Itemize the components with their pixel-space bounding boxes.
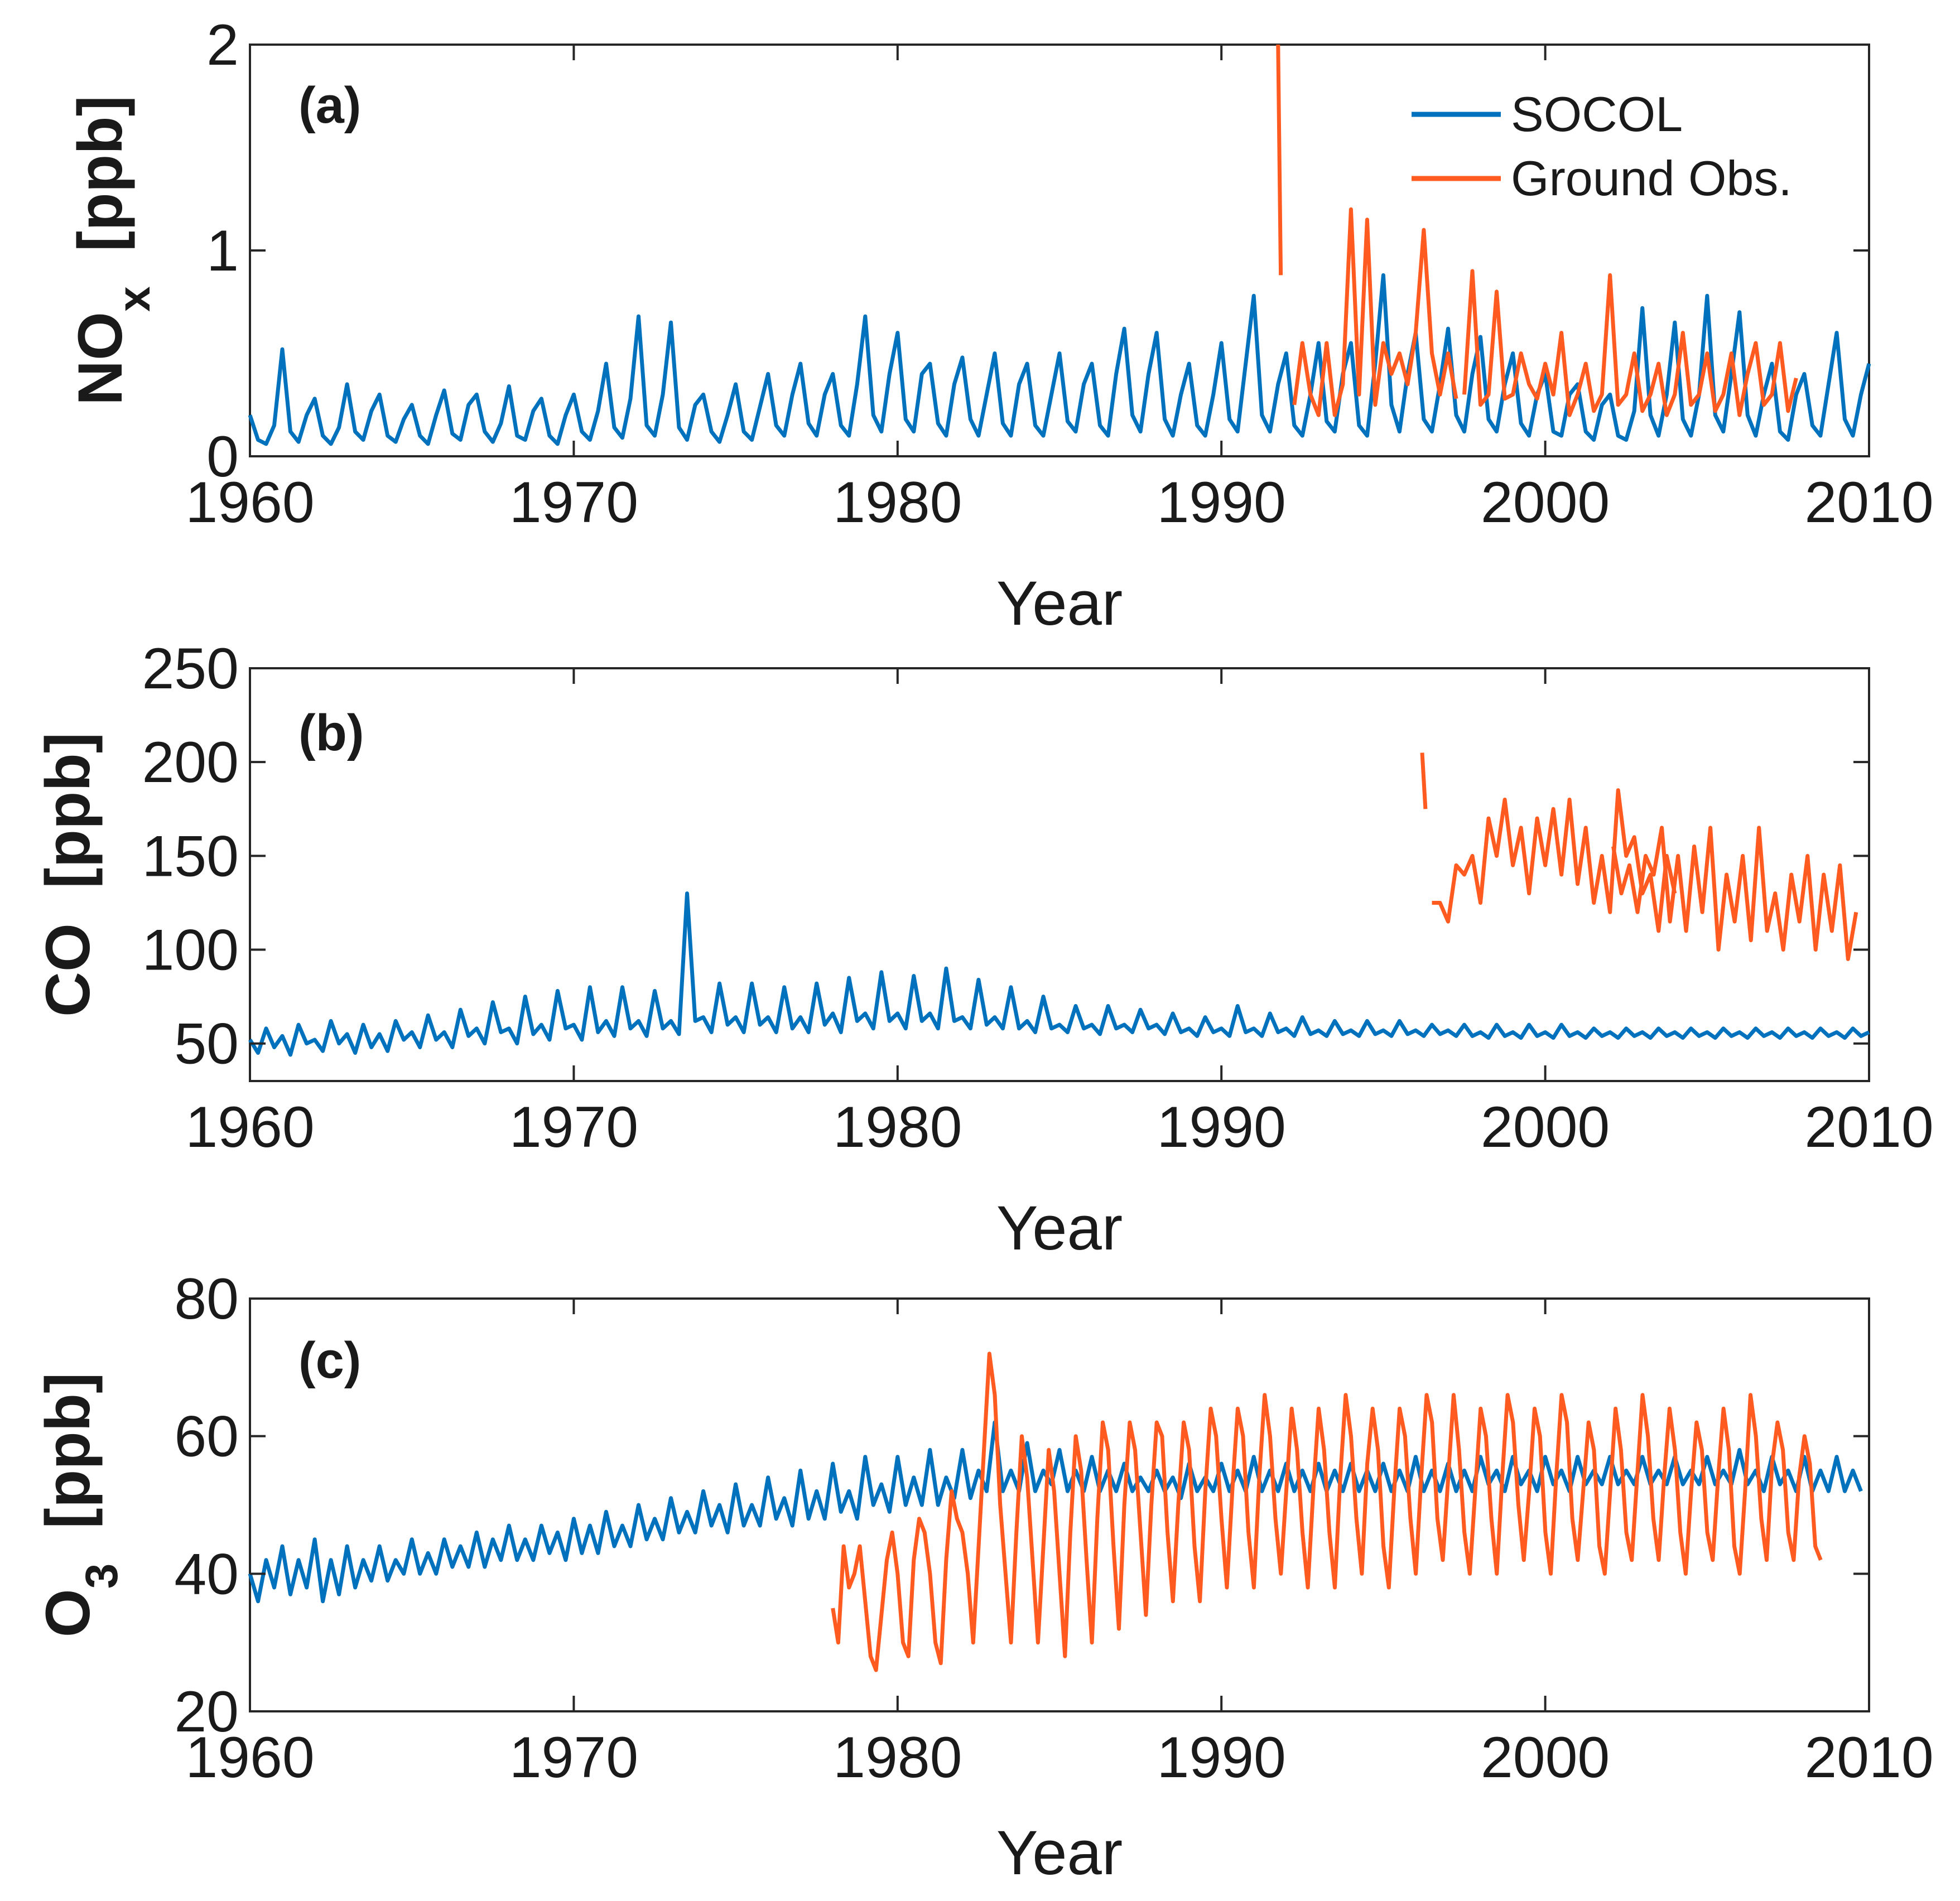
y-tick-label-50: 50 — [174, 1012, 239, 1077]
panel-c-yticks: 20 40 60 80 — [174, 1267, 1869, 1744]
panel-a-plot-area — [248, 44, 1871, 446]
x-tick-label-1960: 1960 — [185, 1095, 314, 1160]
panel-b-ylabel: CO [ppb] — [33, 732, 103, 1017]
legend-obs-label: Ground Obs. — [1511, 151, 1792, 206]
panel-c-xlabel: Year — [996, 1818, 1123, 1888]
y-tick-label-250: 250 — [142, 636, 239, 701]
y-tick-label-60: 60 — [174, 1405, 239, 1469]
panel-a-xticks: 1960 1970 1980 1990 2000 2010 — [185, 45, 1934, 535]
y-tick-label-80: 80 — [174, 1267, 239, 1331]
panel-a-ylabel-unit: [ppb] — [65, 95, 135, 252]
panel-a-label: (a) — [298, 77, 361, 134]
x-tick-label-2010: 2010 — [1804, 1725, 1933, 1790]
panel-c-ylabel-unit: [ppb] — [33, 1373, 103, 1529]
y-tick-label-100: 100 — [142, 918, 239, 983]
panel-b-plot-area — [248, 752, 1870, 1057]
socol-series-line-b-0 — [248, 891, 1870, 1057]
panel-c-xticks: 1960 1970 1980 1990 2000 2010 — [185, 1299, 1934, 1790]
x-tick-label-1970: 1970 — [509, 1095, 638, 1160]
y-tick-label-200: 200 — [142, 730, 239, 795]
ground-obs-series-line-a-0 — [1276, 44, 1283, 276]
x-tick-label-1990: 1990 — [1157, 470, 1286, 535]
svg-text:O3 [ppb]: O3 [ppb] — [33, 1373, 127, 1638]
ground-obs-series-line-b-1 — [1432, 788, 1677, 933]
panel-b-xticks: 1960 1970 1980 1990 2000 2010 — [185, 668, 1934, 1160]
panel-c-label: (c) — [298, 1332, 361, 1389]
x-tick-label-2000: 2000 — [1481, 1095, 1610, 1160]
x-tick-label-2010: 2010 — [1804, 470, 1933, 535]
svg-text:NOx [ppb]: NOx [ppb] — [65, 95, 160, 406]
x-tick-label-2000: 2000 — [1481, 470, 1610, 535]
panel-c: 1960 1970 1980 1990 2000 2010 20 40 60 80 (c) Ye… — [33, 1267, 1934, 1888]
panel-b-ylabel-unit: [ppb] — [33, 732, 103, 889]
socol-series-line-c-0 — [248, 1420, 1863, 1604]
panel-a-ylabel: NOx [ppb] — [65, 95, 160, 406]
panel-c-ylabel-sub: 3 — [76, 1564, 127, 1589]
panel-c-frame — [249, 1297, 1870, 1712]
panel-b-yticks: 50 100 150 200 250 — [142, 636, 1869, 1077]
x-tick-label-1980: 1980 — [833, 1725, 962, 1790]
panel-a-yticks: 0 1 2 — [206, 13, 1869, 489]
y-tick-label-2: 2 — [206, 13, 239, 78]
y-tick-label-150: 150 — [142, 824, 239, 889]
x-tick-label-1980: 1980 — [833, 1095, 962, 1160]
panel-c-ylabel-spacer — [33, 1528, 103, 1563]
x-tick-label-1980: 1980 — [833, 470, 962, 535]
panel-b-ylabel-spacer — [33, 889, 103, 923]
ground-obs-series-line-b-2 — [1611, 826, 1858, 961]
y-tick-label-40: 40 — [174, 1542, 239, 1606]
ground-obs-series-line-b-0 — [1420, 752, 1428, 809]
y-tick-label-0: 0 — [206, 424, 239, 489]
x-tick-label-1970: 1970 — [509, 470, 638, 535]
ground-obs-series-line-c-0 — [831, 1352, 1823, 1672]
legend-socol-label: SOCOL — [1511, 86, 1683, 142]
panel-a-ylabel-main: NO — [65, 312, 135, 406]
panel-c-plot-area — [248, 1352, 1863, 1672]
x-tick-label-2010: 2010 — [1804, 1095, 1933, 1160]
panel-b-ylabel-main: CO — [33, 923, 103, 1017]
x-tick-label-1970: 1970 — [509, 1725, 638, 1790]
panel-b: 1960 1970 1980 1990 2000 2010 50100150200250 … — [33, 636, 1934, 1263]
x-tick-label-1990: 1990 — [1157, 1725, 1286, 1790]
panel-b-frame — [249, 667, 1870, 1082]
panel-c-ylabel-main: O — [33, 1589, 103, 1637]
panel-c-ylabel: O3 [ppb] — [33, 1373, 127, 1638]
panel-a-ylabel-sub: x — [109, 286, 160, 312]
legend: SOCOL Ground Obs. — [1412, 86, 1792, 206]
y-tick-label-20: 20 — [174, 1680, 239, 1744]
x-tick-label-2000: 2000 — [1481, 1725, 1610, 1790]
ground-obs-series-line-a-1 — [1292, 207, 1458, 417]
svg-text:CO [ppb]: CO [ppb] — [33, 732, 103, 1017]
panel-a-ylabel-spacer — [65, 252, 135, 286]
ground-obs-series-line-a-2 — [1462, 269, 1798, 417]
x-tick-label-1990: 1990 — [1157, 1095, 1286, 1160]
panel-b-xlabel: Year — [996, 1193, 1123, 1263]
socol-series-line-a-0 — [248, 273, 1871, 446]
x-tick-label-1960: 1960 — [185, 1725, 314, 1790]
panel-b-label: (b) — [298, 705, 364, 761]
panel-a: 1960 1970 1980 1990 2000 2010 0 1 2 (a) Year NO… — [65, 13, 1934, 638]
y-tick-label-1: 1 — [206, 219, 239, 283]
panel-a-xlabel: Year — [996, 568, 1123, 638]
x-tick-label-1960: 1960 — [185, 470, 314, 535]
